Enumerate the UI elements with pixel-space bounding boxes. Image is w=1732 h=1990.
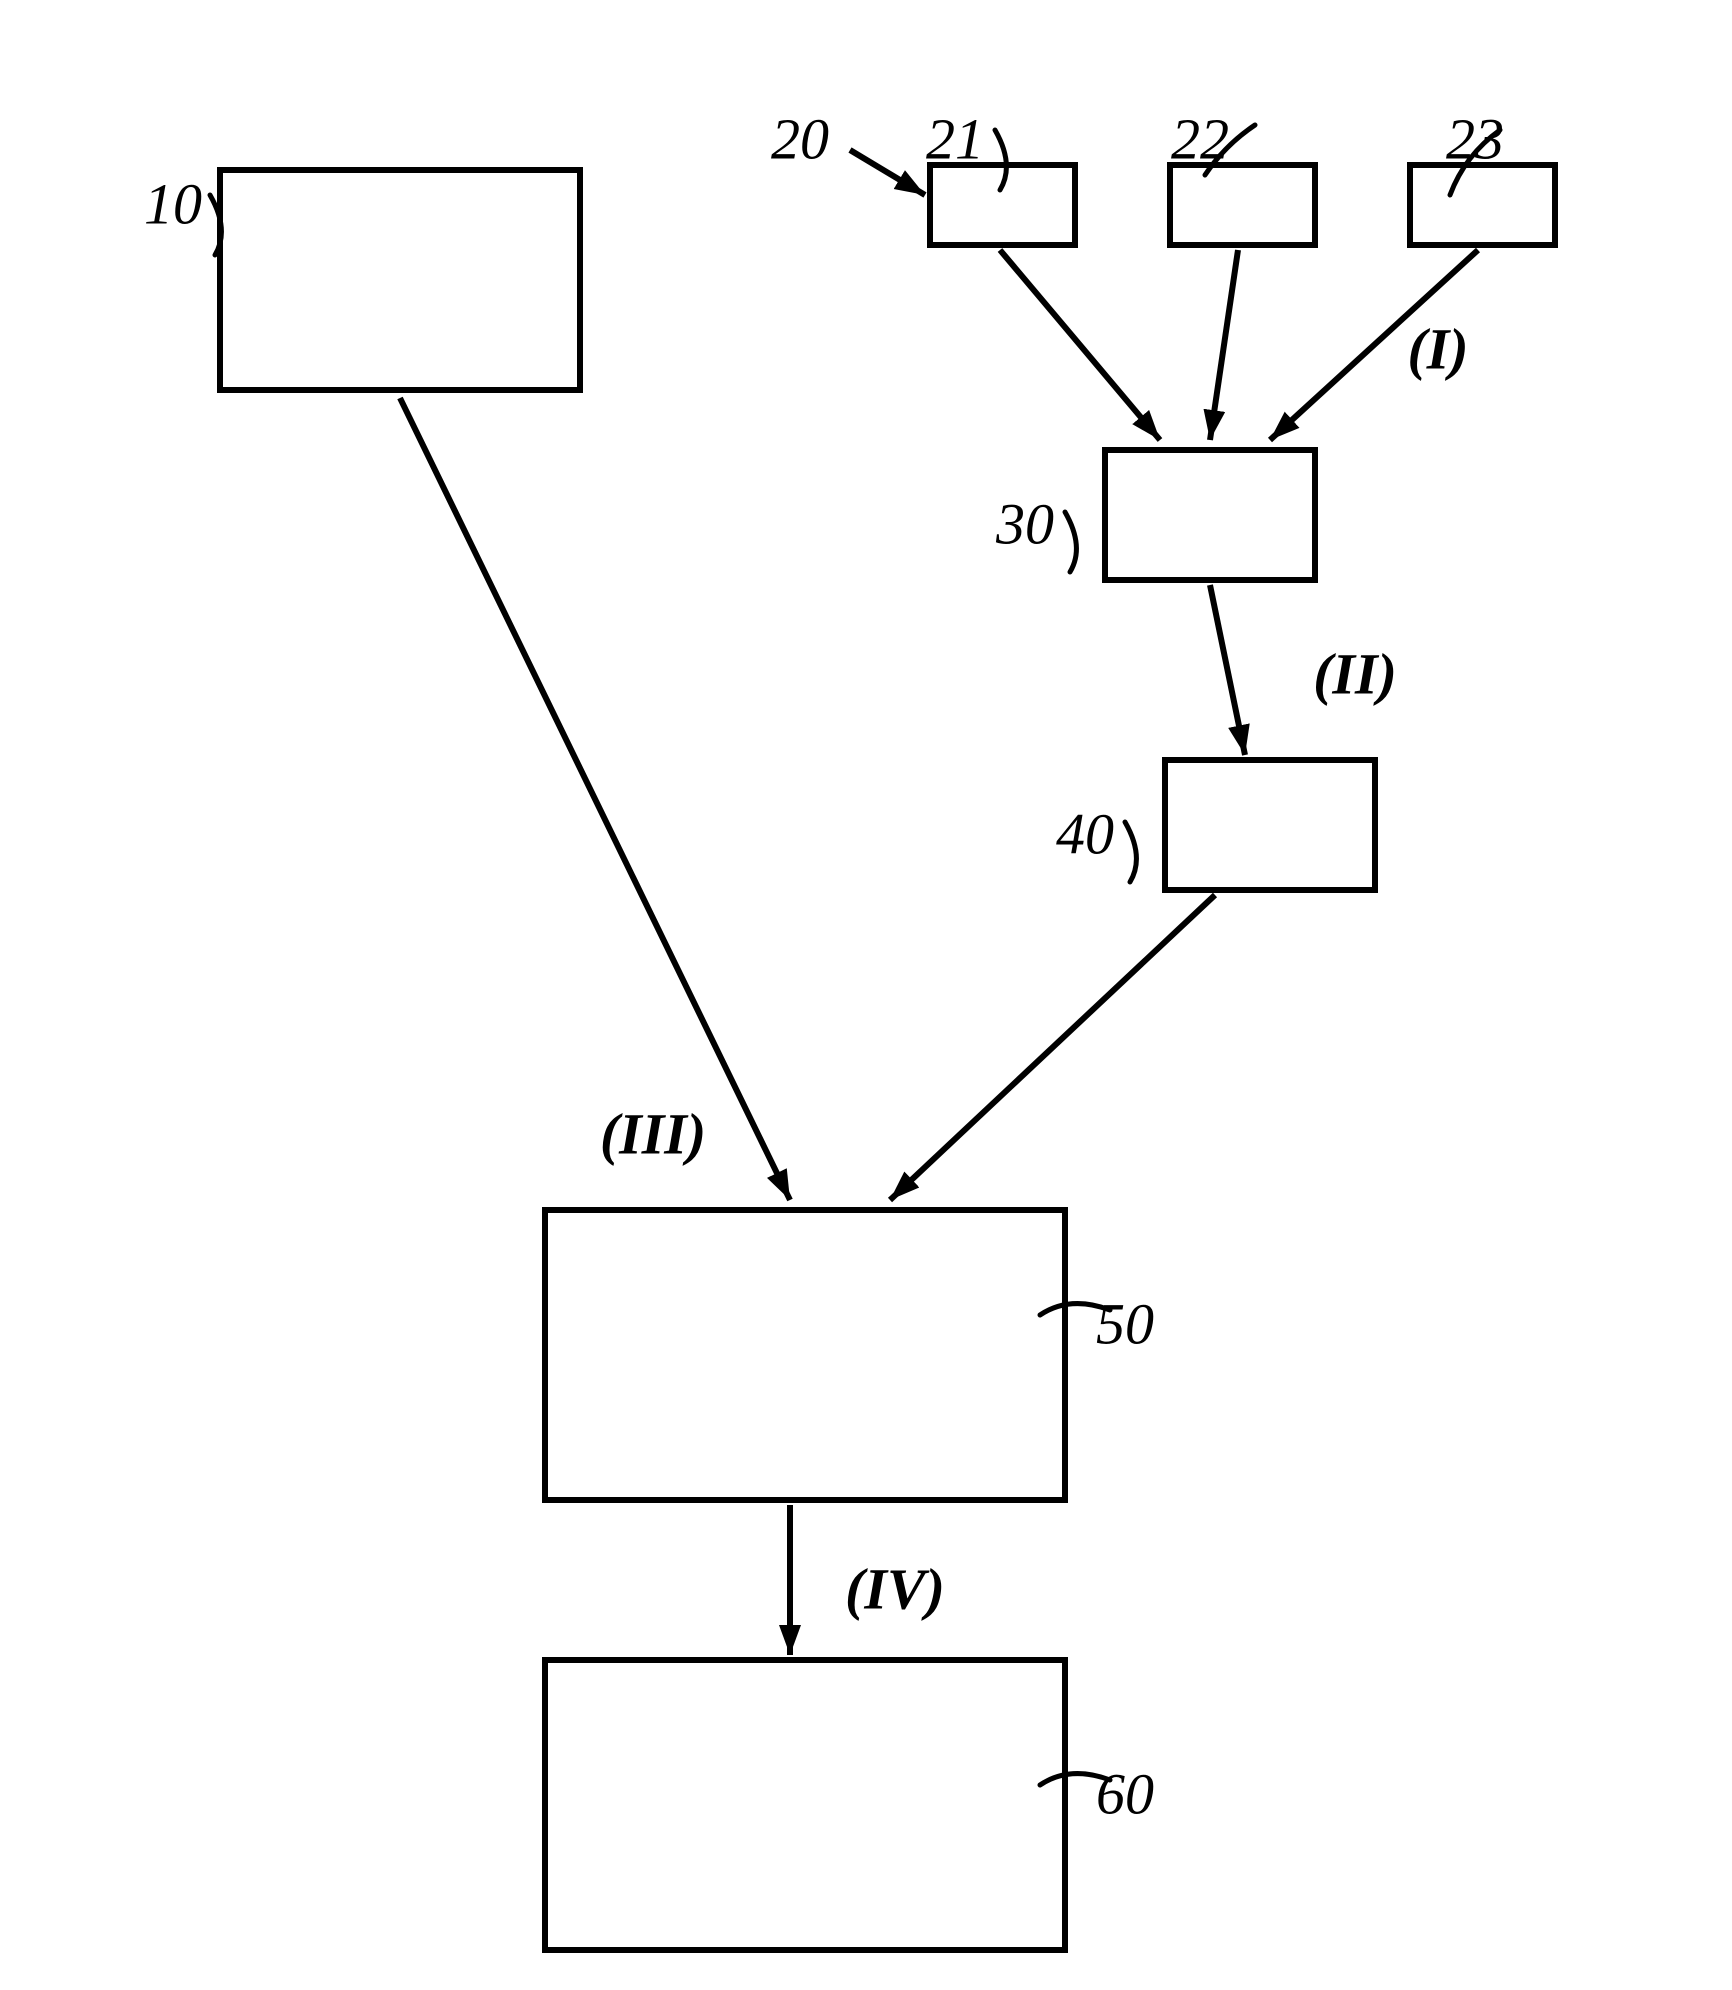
label-n21: 21	[926, 106, 1006, 190]
arrow-5	[890, 895, 1215, 1200]
leader-n30	[1065, 512, 1076, 572]
label-n10: 10	[144, 171, 221, 255]
box-b60	[545, 1660, 1065, 1950]
label-n20: 20	[771, 106, 925, 195]
label-text-sIV: (IV)	[845, 1556, 945, 1621]
label-n50: 50	[1040, 1291, 1154, 1356]
box-b23	[1410, 165, 1555, 245]
leader-arrow-n20	[850, 150, 925, 195]
label-sIV: (IV)	[845, 1556, 945, 1621]
box-b50	[545, 1210, 1065, 1500]
box-b22	[1170, 165, 1315, 245]
label-text-n22: 22	[1171, 106, 1229, 171]
arrow-0	[1000, 250, 1160, 440]
label-text-n40: 40	[1056, 801, 1114, 866]
label-text-n20: 20	[771, 106, 829, 171]
label-text-n50: 50	[1096, 1291, 1154, 1356]
label-text-sII: (II)	[1313, 641, 1397, 706]
arrow-3	[1210, 585, 1245, 755]
label-text-sIII: (III)	[600, 1101, 706, 1166]
box-b30	[1105, 450, 1315, 580]
label-n30: 30	[995, 491, 1076, 572]
label-n40: 40	[1056, 801, 1136, 882]
label-text-n23: 23	[1446, 106, 1504, 171]
label-sI: (I)	[1407, 316, 1468, 381]
label-n60: 60	[1040, 1761, 1154, 1826]
label-text-n30: 30	[995, 491, 1054, 556]
box-b21	[930, 165, 1075, 245]
arrow-4	[400, 398, 790, 1200]
label-text-sI: (I)	[1407, 316, 1468, 381]
label-sIII: (III)	[600, 1101, 706, 1166]
label-text-n60: 60	[1096, 1761, 1154, 1826]
box-b10	[220, 170, 580, 390]
label-n23: 23	[1446, 106, 1504, 195]
label-text-n21: 21	[926, 106, 984, 171]
label-text-n10: 10	[144, 171, 202, 236]
label-sII: (II)	[1313, 641, 1397, 706]
arrow-1	[1210, 250, 1238, 440]
leader-n40	[1125, 822, 1136, 882]
box-b40	[1165, 760, 1375, 890]
leader-n21	[995, 130, 1006, 190]
